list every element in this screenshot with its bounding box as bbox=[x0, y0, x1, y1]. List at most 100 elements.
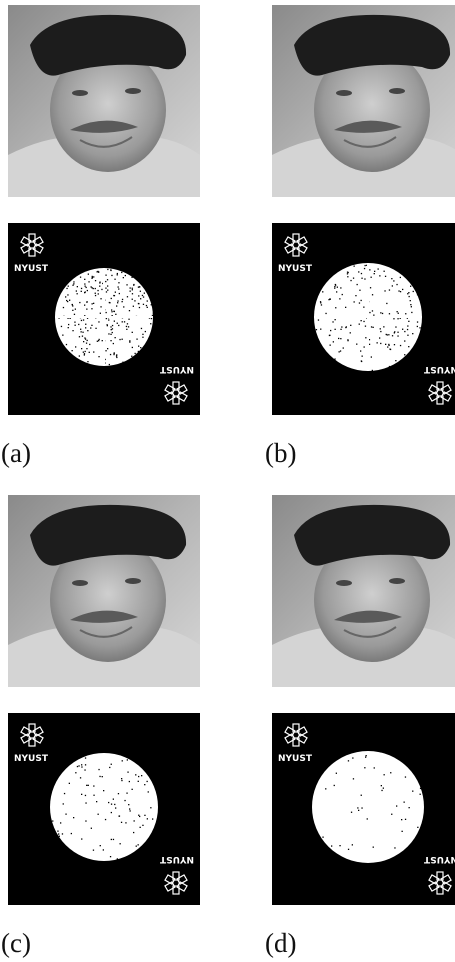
page: {"panels": [ {"label": "(a)", "watermark… bbox=[0, 0, 455, 962]
noise-dot bbox=[93, 303, 94, 304]
noise-dot bbox=[343, 347, 344, 348]
noise-dot bbox=[388, 334, 389, 335]
noise-dot bbox=[394, 344, 395, 345]
noise-dot bbox=[98, 356, 99, 357]
noise-dot bbox=[110, 334, 111, 335]
panel-label: (d) bbox=[265, 928, 296, 958]
noise-dot bbox=[347, 273, 348, 274]
noise-dot bbox=[354, 266, 355, 267]
noise-dot bbox=[139, 816, 140, 817]
noise-dot bbox=[321, 304, 322, 305]
noise-dot bbox=[75, 346, 76, 347]
noise-dot bbox=[392, 285, 393, 286]
noise-dot bbox=[139, 307, 140, 308]
noise-dot bbox=[81, 764, 82, 765]
noise-dot bbox=[339, 298, 340, 299]
noise-dot bbox=[407, 293, 408, 294]
noise-dot bbox=[98, 293, 99, 294]
noise-dot bbox=[61, 326, 62, 327]
noise-dot bbox=[395, 360, 396, 361]
noise-dot bbox=[394, 847, 395, 848]
noise-dot bbox=[374, 767, 375, 768]
noise-dot bbox=[62, 335, 63, 336]
noise-dot bbox=[107, 279, 108, 280]
noise-dot bbox=[318, 319, 319, 320]
noise-dot bbox=[72, 285, 73, 286]
noise-dot bbox=[400, 291, 401, 292]
noise-dot bbox=[125, 822, 126, 823]
noise-dot bbox=[381, 785, 382, 786]
noise-dot bbox=[395, 326, 396, 327]
noise-dot bbox=[357, 284, 358, 285]
noise-dot bbox=[152, 818, 153, 819]
noise-dot bbox=[64, 793, 65, 794]
noise-dot bbox=[380, 312, 381, 313]
noise-dot bbox=[109, 767, 110, 768]
noise-dot bbox=[116, 354, 117, 355]
noise-dot bbox=[98, 814, 99, 815]
noise-dot bbox=[105, 819, 106, 820]
spectrum-image: NYUSTNYUST bbox=[8, 223, 200, 415]
noise-dot bbox=[381, 790, 382, 791]
noise-dot bbox=[330, 345, 331, 346]
noise-dot bbox=[100, 298, 101, 299]
noise-dot bbox=[128, 804, 129, 805]
noise-dot bbox=[352, 844, 353, 845]
noise-dot bbox=[93, 850, 94, 851]
noise-dot bbox=[78, 765, 79, 766]
noise-dot bbox=[131, 356, 132, 357]
noise-dot bbox=[129, 342, 130, 343]
noise-dot bbox=[417, 294, 418, 295]
noise-dot bbox=[121, 778, 122, 779]
noise-dot bbox=[132, 347, 133, 348]
noise-dot bbox=[361, 273, 362, 274]
noise-dot bbox=[397, 318, 398, 319]
noise-dot bbox=[129, 310, 130, 311]
noise-dot bbox=[122, 299, 123, 300]
noise-dot bbox=[364, 278, 365, 279]
noise-dot bbox=[97, 341, 98, 342]
noise-dot bbox=[110, 354, 111, 355]
noise-dot bbox=[412, 333, 413, 334]
noise-dot bbox=[372, 370, 373, 371]
noise-dot bbox=[142, 825, 143, 826]
noise-dot bbox=[402, 329, 403, 330]
noise-dot bbox=[393, 318, 394, 319]
noise-dot bbox=[410, 300, 411, 301]
noise-dot bbox=[100, 306, 101, 307]
noise-dot bbox=[132, 789, 133, 790]
noise-dot bbox=[68, 327, 69, 328]
noise-dot bbox=[116, 357, 117, 358]
spectrum-image: NYUSTNYUST bbox=[272, 713, 455, 905]
noise-dot bbox=[369, 312, 370, 313]
noise-dot bbox=[134, 820, 135, 821]
noise-dot bbox=[85, 339, 86, 340]
noise-dot bbox=[400, 277, 401, 278]
noise-dot bbox=[338, 338, 339, 339]
portrait-image bbox=[272, 495, 455, 687]
noise-dot bbox=[107, 285, 108, 286]
noise-dot bbox=[138, 346, 139, 347]
noise-dot bbox=[367, 818, 368, 819]
noise-dot bbox=[147, 781, 148, 782]
spectrum-disc bbox=[50, 753, 158, 861]
noise-dot bbox=[141, 328, 142, 329]
noise-dot bbox=[87, 361, 88, 362]
noise-dot bbox=[134, 300, 135, 301]
noise-dot bbox=[397, 332, 398, 333]
noise-dot bbox=[382, 313, 383, 314]
noise-dot bbox=[359, 324, 360, 325]
portrait-image bbox=[8, 495, 200, 687]
noise-dot bbox=[383, 326, 384, 327]
noise-dot bbox=[86, 343, 87, 344]
noise-dot bbox=[412, 791, 413, 792]
noise-dot bbox=[110, 340, 111, 341]
noise-dot bbox=[122, 321, 123, 322]
watermark-text: NYUST bbox=[14, 264, 49, 274]
noise-dot bbox=[92, 276, 93, 277]
noise-dot bbox=[81, 766, 82, 767]
noise-dot bbox=[132, 299, 133, 300]
noise-dot bbox=[85, 327, 86, 328]
noise-dot bbox=[153, 313, 154, 314]
